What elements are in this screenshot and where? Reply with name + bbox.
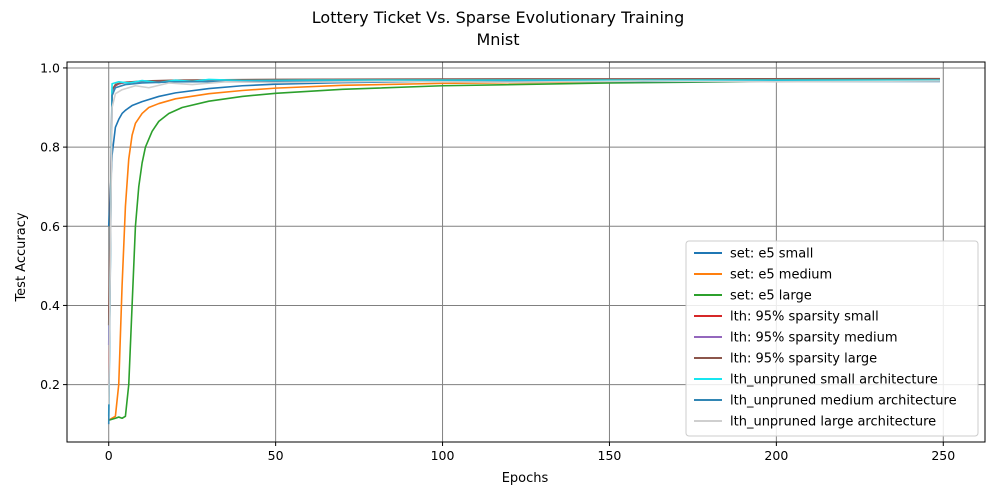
legend-label: lth_unpruned medium architecture bbox=[730, 394, 957, 409]
series-line-9 bbox=[107, 80, 940, 405]
legend-label: lth: 95% sparsity small bbox=[730, 310, 879, 325]
legend-label: set: e5 small bbox=[730, 247, 813, 262]
x-axis-label: Epochs bbox=[502, 471, 549, 486]
series-line-2 bbox=[108, 79, 940, 421]
legend-label: lth: 95% sparsity medium bbox=[730, 331, 898, 346]
x-tick-label: 200 bbox=[764, 448, 788, 463]
x-tick-label: 150 bbox=[598, 448, 622, 463]
y-tick-label: 0.4 bbox=[40, 298, 60, 313]
legend-label: lth_unpruned large architecture bbox=[730, 415, 936, 430]
chart-title: Lottery Ticket Vs. Sparse Evolutionary T… bbox=[312, 8, 684, 27]
y-tick-label: 0.8 bbox=[40, 140, 60, 155]
chart-subtitle: Mnist bbox=[477, 30, 520, 49]
x-tick-label: 100 bbox=[431, 448, 455, 463]
legend-label: lth_unpruned small architecture bbox=[730, 373, 938, 388]
legend: set: e5 small set: e5 medium set: e5 large… bbox=[685, 240, 979, 437]
y-tick-label: 0.6 bbox=[40, 219, 60, 234]
plot-frame bbox=[66, 61, 986, 443]
series-lines bbox=[107, 77, 940, 425]
legend-label: lth: 95% sparsity large bbox=[730, 352, 877, 367]
series-line-3 bbox=[108, 79, 940, 421]
y-tick-label: 1.0 bbox=[40, 60, 60, 75]
legend-label: set: e5 medium bbox=[730, 268, 832, 283]
series-line-1 bbox=[107, 79, 940, 227]
y-tick-label: 0.2 bbox=[40, 377, 60, 392]
y-axis-label: Test Accuracy bbox=[14, 212, 29, 302]
legend-box bbox=[685, 240, 979, 437]
x-tick-label: 250 bbox=[931, 448, 955, 463]
legend-label: set: e5 large bbox=[730, 289, 812, 304]
ticks: 0 50 100 150 200 250 0.2 0.4 0.6 0.8 1.0 bbox=[40, 60, 955, 463]
x-tick-label: 0 bbox=[105, 448, 113, 463]
x-tick-label: 50 bbox=[268, 448, 284, 463]
